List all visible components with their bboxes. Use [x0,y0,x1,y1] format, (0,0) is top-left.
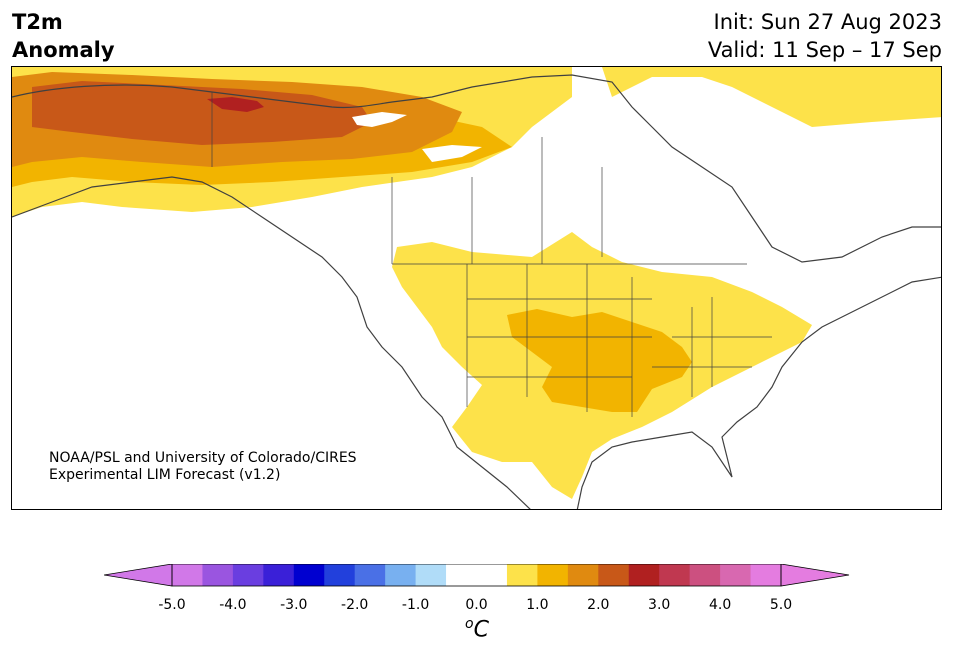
colorbar-segment [567,564,599,586]
colorbar-segment [172,564,203,586]
lake-1 [352,112,407,127]
credit-text: NOAA/PSL and University of Colorado/CIRE… [49,450,357,484]
variable-label: T2m [12,10,63,34]
colorbar [104,564,850,587]
colorbar-segment [628,564,660,586]
colorbar-segment [354,564,386,586]
colorbar-over-arrow [780,564,850,587]
colorbar-under-arrow [104,564,173,587]
colorbar-segment [537,564,569,586]
forecast-dates: Init: Sun 27 Aug 2023 Valid: 11 Sep – 17… [708,8,942,64]
colorbar-tick-label: 4.0 [708,597,732,613]
colorbar-tick-label: 5.0 [769,597,793,613]
colorbar-tick-label: 0.0 [465,597,488,613]
colorbar-tick-label: 2.0 [587,597,610,613]
colorbar-frame [171,564,782,587]
coastline [12,74,941,509]
anomaly-region-hotspot [207,97,264,112]
colorbar-segment [232,564,264,586]
init-date: Init: Sun 27 Aug 2023 [713,10,942,34]
colorbar-segment [324,564,356,586]
colorbar-tick-label: -2.0 [341,597,369,613]
unit-degree: o [465,616,474,632]
colorbar-tick-label: -4.0 [219,597,247,613]
map-title: T2m Anomaly [12,8,115,64]
unit-celsius: C [473,617,489,643]
colorbar-segment [446,564,477,586]
credit-line-2: Experimental LIM Forecast (v1.2) [49,467,281,483]
political-borders [211,92,772,417]
colorbar-segments [172,564,782,586]
colorbar-tick-label: -5.0 [158,597,186,613]
credit-line-1: NOAA/PSL and University of Colorado/CIRE… [49,450,357,466]
colorbar-segment [689,564,721,586]
colorbar-segment [506,564,538,586]
map-canvas [12,67,941,509]
colorbar-segment [202,564,234,586]
colorbar-tick-label: -3.0 [280,597,308,613]
colorbar-segment [598,564,630,586]
unit-label: oC [465,616,489,642]
colorbar-tick-label: 3.0 [648,597,671,613]
valid-range: Valid: 11 Sep – 17 Sep [707,38,942,62]
anomaly-label: Anomaly [12,38,115,62]
colorbar-segment [659,564,691,586]
colorbar-segment [293,564,325,586]
anomaly-region-alaska-core [32,81,372,145]
colorbar-segment [415,564,447,586]
anomaly-region-plains [507,309,692,412]
colorbar-segment [385,564,417,586]
colorbar-segment [750,564,782,586]
colorbar-tick-label: 1.0 [526,597,549,613]
colorbar-segment [476,564,508,586]
colorbar-tick-label: -1.0 [401,597,430,613]
colorbar-segment [263,564,295,586]
lake-2 [422,145,482,162]
colorbar-segment [720,564,752,586]
anomaly-map [11,66,942,510]
